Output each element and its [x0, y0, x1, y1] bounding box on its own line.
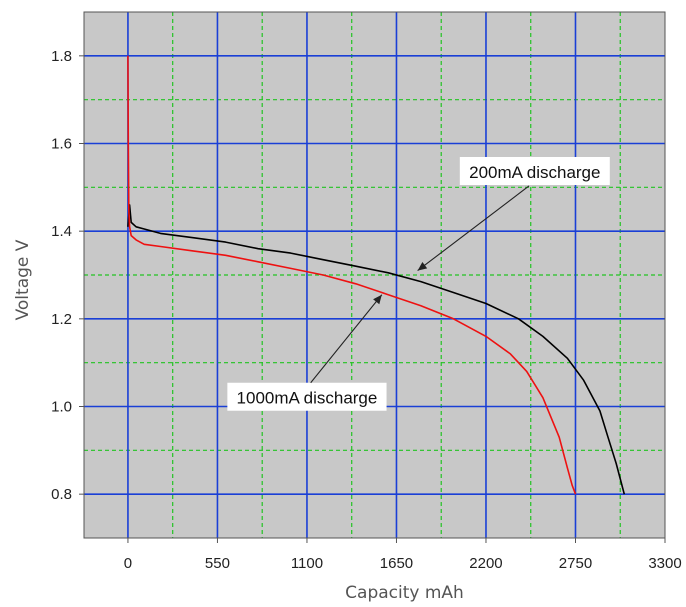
- y-tick-label: 1.6: [51, 136, 72, 153]
- x-tick-label: 1650: [380, 555, 413, 572]
- annotation-layer: 200mA discharge 1000mA discharge: [227, 156, 610, 411]
- x-axis-title: Capacity mAh: [345, 583, 464, 603]
- y-tick-label: 1.0: [51, 399, 72, 416]
- series-line-1: [127, 55, 577, 495]
- annotation-box-1: [227, 382, 387, 411]
- x-tick-label: 0: [124, 555, 132, 572]
- minor-grid: [84, 12, 665, 538]
- y-axis-ticks: 0.8 1.0 1.2 1.4 1.6 1.8: [51, 48, 84, 503]
- annotation-arrow-1: [310, 294, 383, 384]
- annotation-arrowhead-1: [373, 294, 382, 305]
- series-line-0: [127, 204, 626, 495]
- x-axis-ticks: 0 550 1100 1650 2200 2750 3300: [124, 538, 682, 572]
- annotation-arrowhead-0: [417, 262, 428, 271]
- x-tick-label: 2750: [559, 555, 592, 572]
- annotation-arrow-0: [417, 185, 530, 272]
- y-tick-label: 1.8: [51, 48, 72, 65]
- x-tick-label: 1100: [291, 555, 323, 572]
- plot-frame: [83, 11, 666, 539]
- x-tick-label: 3300: [648, 555, 681, 572]
- series-layer: [127, 55, 626, 495]
- y-tick-label: 1.4: [51, 223, 72, 240]
- x-tick-label: 550: [205, 555, 230, 572]
- annotation-label-1: 1000mA discharge: [237, 389, 378, 408]
- x-tick-label: 2200: [469, 555, 502, 572]
- annotation-label-0: 200mA discharge: [469, 163, 600, 182]
- y-axis-title: Voltage V: [13, 239, 33, 320]
- y-tick-label: 0.8: [51, 486, 72, 503]
- y-tick-label: 1.2: [51, 311, 72, 328]
- annotation-box-0: [459, 156, 610, 185]
